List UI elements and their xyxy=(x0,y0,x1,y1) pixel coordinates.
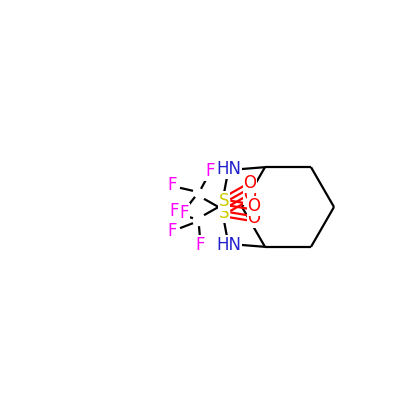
Text: S: S xyxy=(219,192,229,210)
Text: F: F xyxy=(205,162,215,180)
Text: O: O xyxy=(244,186,257,204)
Text: S: S xyxy=(219,204,229,222)
Text: O: O xyxy=(248,209,260,227)
Text: HN: HN xyxy=(217,236,242,254)
Text: F: F xyxy=(195,236,205,254)
Text: F: F xyxy=(169,202,179,220)
Text: O: O xyxy=(248,197,260,215)
Text: F: F xyxy=(179,204,189,222)
Text: HN: HN xyxy=(217,160,242,178)
Text: F: F xyxy=(167,222,177,240)
Text: O: O xyxy=(244,174,257,192)
Text: F: F xyxy=(167,176,177,194)
